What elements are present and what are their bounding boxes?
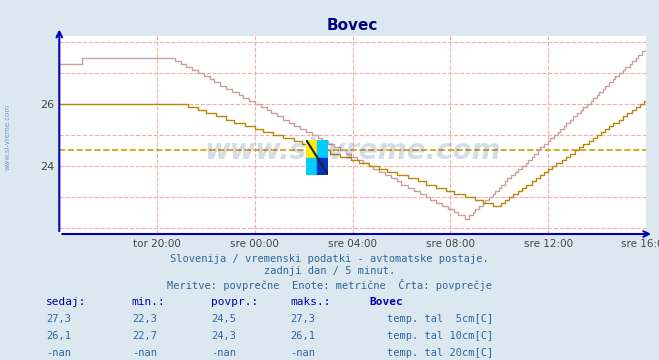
Bar [318, 158, 328, 175]
Text: Meritve: povprečne  Enote: metrične  Črta: povprečje: Meritve: povprečne Enote: metrične Črta:… [167, 279, 492, 291]
Text: sedaj:: sedaj: [46, 297, 86, 307]
Text: min.:: min.: [132, 297, 165, 307]
Text: 24,5: 24,5 [211, 314, 236, 324]
Text: 27,3: 27,3 [290, 314, 315, 324]
Text: 22,7: 22,7 [132, 331, 157, 341]
Text: 24,3: 24,3 [211, 331, 236, 341]
Text: temp. tal  5cm[C]: temp. tal 5cm[C] [387, 314, 493, 324]
Bar [306, 158, 318, 175]
Text: -nan: -nan [132, 348, 157, 358]
Text: temp. tal 20cm[C]: temp. tal 20cm[C] [387, 348, 493, 358]
Text: www.si-vreme.com: www.si-vreme.com [5, 104, 11, 170]
Text: 26,1: 26,1 [290, 331, 315, 341]
Text: -nan: -nan [211, 348, 236, 358]
Text: www.si-vreme.com: www.si-vreme.com [204, 137, 501, 165]
Text: -nan: -nan [46, 348, 71, 358]
Text: -nan: -nan [290, 348, 315, 358]
Text: temp. tal 10cm[C]: temp. tal 10cm[C] [387, 331, 493, 341]
Bar [306, 140, 318, 158]
Text: povpr.:: povpr.: [211, 297, 258, 307]
Text: 26,1: 26,1 [46, 331, 71, 341]
Text: Bovec: Bovec [369, 297, 403, 307]
Text: 22,3: 22,3 [132, 314, 157, 324]
Text: maks.:: maks.: [290, 297, 330, 307]
Title: Bovec: Bovec [327, 18, 378, 33]
Text: 27,3: 27,3 [46, 314, 71, 324]
Text: Slovenija / vremenski podatki - avtomatske postaje.: Slovenija / vremenski podatki - avtomats… [170, 254, 489, 264]
Bar [318, 140, 328, 158]
Text: zadnji dan / 5 minut.: zadnji dan / 5 minut. [264, 266, 395, 276]
